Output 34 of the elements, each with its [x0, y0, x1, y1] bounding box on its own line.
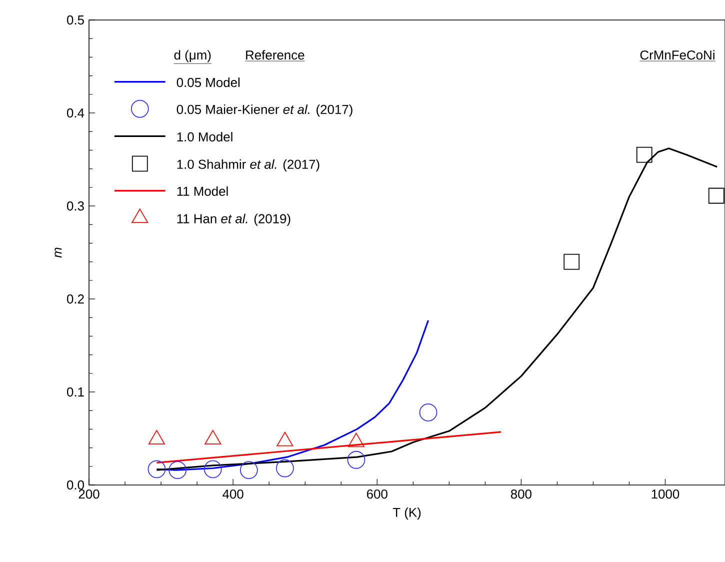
annotation: CrMnFeCoNi — [640, 50, 714, 60]
line-series — [156, 320, 430, 471]
x-tick-label: 600 — [366, 489, 388, 499]
point — [148, 460, 166, 478]
legend-title: d (μm) — [174, 50, 211, 62]
legend-label: 1.0 Model — [177, 132, 232, 142]
point — [419, 403, 438, 422]
y-tick-label: 0.2 — [66, 294, 84, 304]
x-tick-label: 200 — [78, 489, 100, 499]
point — [276, 459, 294, 478]
x-tick-label: 800 — [510, 489, 532, 499]
legend-label: 11 Model — [177, 186, 228, 196]
legend-label: 0.05 Model — [176, 78, 240, 88]
point — [240, 461, 258, 480]
y-tick-label: 0.4 — [66, 108, 84, 118]
point — [708, 188, 724, 204]
point — [168, 461, 187, 480]
y-axis-title: m — [54, 248, 62, 258]
point — [636, 146, 652, 163]
x-tick-label: 400 — [222, 489, 244, 499]
y-tick-label: 0.3 — [66, 201, 84, 211]
y-tick-label: 0.1 — [66, 387, 84, 397]
x-tick-label: 1000 — [652, 489, 680, 499]
x-axis-title: T (K) — [392, 507, 421, 520]
legend-label: 11 Han et al. (2019) — [177, 214, 290, 226]
point — [204, 460, 222, 478]
legend-label: 0.05 Maier-Kiener et al. (2017) — [176, 104, 352, 117]
point — [347, 450, 366, 469]
point — [564, 254, 580, 270]
line-series — [156, 148, 718, 471]
y-tick-label: 0.0 — [66, 480, 84, 490]
y-tick-label: 0.5 — [66, 15, 84, 25]
annotation: Reference — [246, 50, 304, 60]
legend-label: 1.0 Shahmir et al. (2017) — [177, 159, 320, 172]
